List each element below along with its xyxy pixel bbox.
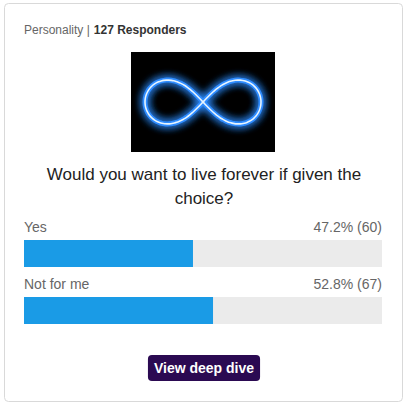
bar [24,297,213,324]
bars [24,240,213,324]
poll-image [131,52,275,152]
data-label: 47.2% (60) [314,219,382,235]
labels: Yes Not for me 47.2% (60) 52.8% (67) [24,219,382,292]
poll-card-svg: Personality | 127 Responders Would you wan… [0,0,408,409]
infinity-core [145,80,261,124]
card [5,4,403,402]
image-background [131,52,275,152]
category-label: Not for me [24,276,90,292]
bar [24,240,193,267]
data-label: 52.8% (67) [314,276,382,292]
header: Personality | 127 Responders [24,23,187,37]
deep-dive-button[interactable]: View deep dive [148,355,260,381]
category-label: Yes [24,219,47,235]
bar-track [24,297,382,324]
button-background[interactable] [148,355,260,381]
category-label: Personality | [24,23,90,37]
responders-count: 127 Responders [94,23,187,37]
title: Would you want to live forever if given … [47,165,361,208]
tracks [24,240,382,324]
button-label[interactable]: View deep dive [154,360,254,376]
bar-track [24,240,382,267]
infinity-glow [145,80,261,124]
